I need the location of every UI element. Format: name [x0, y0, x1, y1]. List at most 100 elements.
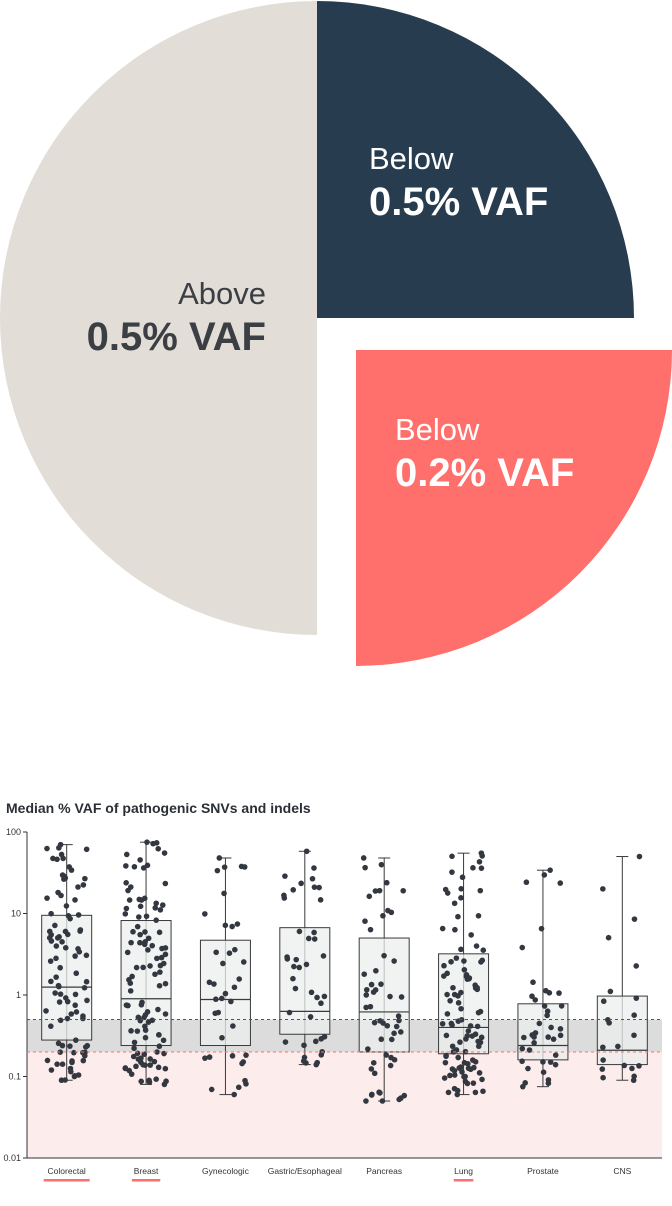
data-point — [144, 862, 151, 869]
data-point — [46, 935, 53, 941]
data-point — [75, 1072, 82, 1078]
data-point — [384, 1022, 391, 1029]
data-point — [293, 956, 300, 963]
pie-chart-svg — [0, 1, 672, 666]
data-point — [75, 884, 81, 890]
data-point — [360, 855, 367, 861]
pie-label-below-02-line1: Below — [395, 412, 480, 447]
data-point — [142, 1062, 148, 1068]
data-point — [312, 1038, 319, 1045]
data-point — [470, 1080, 477, 1086]
data-point — [240, 959, 247, 965]
data-point — [48, 1023, 54, 1029]
data-point — [362, 918, 368, 924]
data-point — [162, 880, 169, 887]
data-point — [44, 845, 50, 852]
data-point — [125, 1002, 131, 1009]
data-point — [62, 1077, 68, 1083]
data-point — [57, 1017, 64, 1024]
data-point — [363, 986, 370, 993]
data-point — [371, 1019, 378, 1026]
data-point — [519, 1058, 525, 1065]
data-point — [230, 1023, 236, 1029]
data-point — [298, 880, 304, 887]
data-point — [453, 1047, 460, 1053]
data-point — [134, 923, 141, 930]
data-point — [545, 1080, 552, 1087]
data-point — [131, 863, 138, 870]
data-point — [229, 1053, 236, 1059]
pie-slice-above — [0, 1, 317, 635]
data-point — [383, 1052, 390, 1058]
data-point — [67, 915, 73, 922]
data-point — [464, 1033, 471, 1039]
data-point — [234, 921, 241, 927]
data-point — [607, 988, 614, 995]
data-point — [455, 1054, 461, 1061]
data-point — [523, 879, 530, 886]
data-point — [44, 1057, 51, 1064]
data-point — [127, 884, 134, 890]
data-point — [401, 1092, 408, 1099]
data-point — [155, 1064, 162, 1071]
data-point — [444, 1011, 451, 1017]
data-point — [633, 995, 640, 1001]
data-point — [142, 1023, 148, 1030]
data-point — [141, 1051, 148, 1057]
data-point — [221, 890, 227, 897]
data-point — [387, 993, 393, 1000]
data-point — [478, 1034, 485, 1041]
data-point — [138, 1078, 145, 1085]
data-point — [631, 916, 638, 922]
data-point — [137, 857, 143, 863]
data-point — [54, 1061, 60, 1067]
data-point — [468, 932, 474, 938]
data-point — [453, 955, 460, 961]
data-point — [48, 978, 54, 985]
data-point — [540, 1069, 547, 1076]
data-point — [479, 853, 485, 859]
data-point — [449, 1022, 455, 1028]
data-point — [240, 1059, 247, 1065]
data-point — [368, 981, 375, 988]
data-point — [469, 1033, 476, 1039]
data-point — [372, 888, 379, 894]
data-point — [156, 1032, 162, 1038]
data-point — [475, 1043, 482, 1050]
data-point — [83, 978, 90, 985]
category-highlight-underline — [43, 1179, 90, 1182]
data-point — [153, 1076, 159, 1083]
data-point — [449, 853, 455, 860]
data-point — [445, 1089, 452, 1096]
data-point — [127, 988, 134, 994]
data-point — [72, 897, 78, 903]
data-point — [457, 1039, 463, 1045]
data-point — [55, 982, 62, 989]
data-point — [368, 1066, 375, 1072]
data-point — [131, 1045, 137, 1052]
data-point — [219, 1034, 225, 1041]
data-point — [284, 954, 290, 960]
data-point — [546, 990, 553, 996]
y-tick-label: 1 — [16, 990, 21, 1000]
data-point — [145, 947, 151, 953]
data-point — [311, 929, 317, 936]
data-point — [229, 923, 235, 930]
box-group-gynecologic — [199, 855, 251, 1098]
data-point — [447, 1072, 453, 1079]
data-point — [138, 1059, 144, 1066]
pie-chart: Above 0.5% VAF Below 0.5% VAF Below 0.2%… — [0, 1, 672, 666]
data-point — [439, 925, 446, 932]
data-point — [448, 958, 454, 965]
data-point — [388, 1054, 394, 1061]
pie-label-above: Above 0.5% VAF — [87, 278, 266, 357]
data-point — [519, 1045, 526, 1052]
data-point — [156, 929, 163, 936]
data-point — [151, 1058, 158, 1065]
data-point — [68, 1068, 74, 1075]
data-point — [82, 875, 88, 882]
data-point — [636, 1063, 642, 1069]
data-point — [43, 1008, 49, 1014]
data-point — [282, 1039, 289, 1045]
data-point — [301, 1054, 308, 1061]
